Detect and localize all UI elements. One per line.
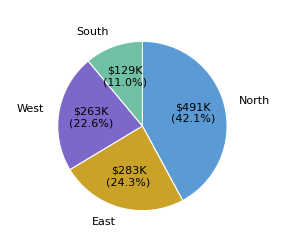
- Text: South: South: [76, 27, 108, 37]
- Text: $263K
(22.6%): $263K (22.6%): [68, 107, 113, 128]
- Text: $129K
(11.0%): $129K (11.0%): [102, 66, 147, 87]
- Text: $491K
(42.1%): $491K (42.1%): [171, 102, 215, 124]
- Wedge shape: [58, 61, 142, 170]
- Wedge shape: [70, 126, 183, 211]
- Wedge shape: [88, 41, 142, 126]
- Wedge shape: [142, 41, 227, 201]
- Text: $283K
(24.3%): $283K (24.3%): [106, 166, 151, 187]
- Text: West: West: [16, 104, 44, 114]
- Text: North: North: [239, 97, 271, 107]
- Text: East: East: [92, 217, 116, 227]
